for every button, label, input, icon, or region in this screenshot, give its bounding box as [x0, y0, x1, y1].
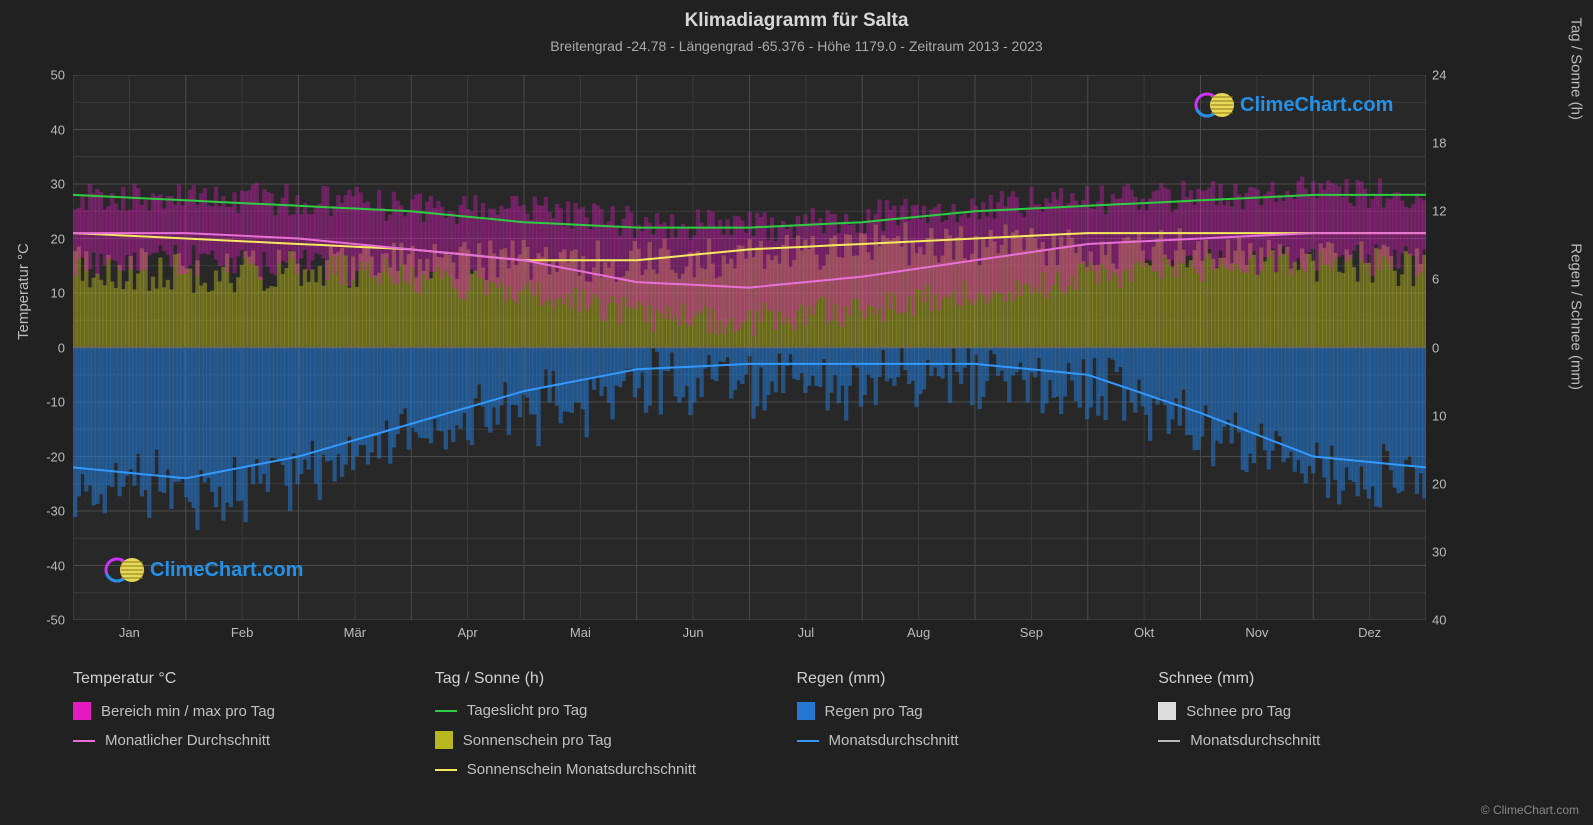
swatch-line-icon: [435, 769, 457, 771]
legend-label: Monatsdurchschnitt: [1190, 732, 1320, 749]
y-tick-right-top: 6: [1432, 272, 1439, 287]
watermark-text: ClimeChart.com: [1240, 94, 1393, 116]
y-tick-right-bot: 40: [1432, 613, 1446, 628]
legend-item: Monatlicher Durchschnitt: [73, 732, 415, 749]
y-tick-left: 0: [15, 340, 65, 355]
y-tick-right-top: 24: [1432, 68, 1446, 83]
y-tick-right-bot: 20: [1432, 476, 1446, 491]
legend-item: Bereich min / max pro Tag: [73, 702, 415, 720]
y-axis-right-top-label: Tag / Sonne (h): [1568, 17, 1585, 120]
x-tick-month: Jul: [798, 625, 815, 640]
y-tick-right-bot: 30: [1432, 544, 1446, 559]
chart-title: Klimadiagramm für Salta: [0, 0, 1593, 32]
y-tick-left: -40: [15, 558, 65, 573]
legend-item: Tageslicht pro Tag: [435, 702, 777, 719]
y-tick-left: -50: [15, 613, 65, 628]
y-tick-left: -20: [15, 449, 65, 464]
legend-column: Temperatur °C Bereich min / max pro Tag Mo…: [73, 670, 435, 790]
x-tick-month: Okt: [1134, 625, 1154, 640]
y-tick-left: -10: [15, 395, 65, 410]
legend-item: Sonnenschein pro Tag: [435, 731, 777, 749]
swatch-box-icon: [1158, 702, 1176, 720]
legend-header: Schnee (mm): [1158, 670, 1500, 688]
y-tick-right-bot: 10: [1432, 408, 1446, 423]
y-tick-right-top: 18: [1432, 136, 1446, 151]
x-tick-month: Aug: [907, 625, 930, 640]
swatch-line-icon: [73, 740, 95, 742]
plot-svg: ClimeChart.com ClimeChart.com: [73, 75, 1426, 620]
x-tick-month: Apr: [458, 625, 478, 640]
legend-column: Schnee (mm) Schnee pro Tag Monatsdurchschn…: [1158, 670, 1520, 790]
legend-item: Sonnenschein Monatsdurchschnitt: [435, 761, 777, 778]
swatch-box-icon: [797, 702, 815, 720]
y-tick-left: 50: [15, 68, 65, 83]
chart-area: ClimeChart.com ClimeChart.com: [73, 75, 1520, 645]
legend: Temperatur °C Bereich min / max pro Tag Mo…: [73, 670, 1520, 790]
y-tick-left: 30: [15, 177, 65, 192]
legend-label: Bereich min / max pro Tag: [101, 703, 275, 720]
x-tick-month: Feb: [231, 625, 253, 640]
legend-header: Tag / Sonne (h): [435, 670, 777, 688]
swatch-box-icon: [435, 731, 453, 749]
x-tick-month: Jun: [683, 625, 704, 640]
legend-item: Monatsdurchschnitt: [1158, 732, 1500, 749]
legend-header: Regen (mm): [797, 670, 1139, 688]
copyright-text: © ClimeChart.com: [1481, 803, 1579, 817]
swatch-box-icon: [73, 702, 91, 720]
legend-item: Monatsdurchschnitt: [797, 732, 1139, 749]
y-tick-left: -30: [15, 504, 65, 519]
watermark-text: ClimeChart.com: [150, 559, 303, 581]
x-tick-month: Jan: [119, 625, 140, 640]
x-tick-month: Dez: [1358, 625, 1381, 640]
legend-item: Schnee pro Tag: [1158, 702, 1500, 720]
y-tick-left: 20: [15, 231, 65, 246]
legend-label: Regen pro Tag: [825, 703, 923, 720]
legend-label: Monatsdurchschnitt: [829, 732, 959, 749]
swatch-line-icon: [797, 740, 819, 742]
x-tick-month: Nov: [1245, 625, 1268, 640]
y-axis-right-bot-label: Regen / Schnee (mm): [1568, 243, 1585, 390]
y-tick-left: 10: [15, 286, 65, 301]
y-tick-left: 40: [15, 122, 65, 137]
legend-item: Regen pro Tag: [797, 702, 1139, 720]
y-tick-right-top: 12: [1432, 204, 1446, 219]
swatch-line-icon: [435, 710, 457, 712]
legend-column: Regen (mm) Regen pro Tag Monatsdurchschnit…: [797, 670, 1159, 790]
x-tick-month: Mär: [344, 625, 366, 640]
legend-label: Sonnenschein Monatsdurchschnitt: [467, 761, 696, 778]
legend-label: Schnee pro Tag: [1186, 703, 1291, 720]
legend-label: Tageslicht pro Tag: [467, 702, 588, 719]
legend-header: Temperatur °C: [73, 670, 415, 688]
legend-label: Sonnenschein pro Tag: [463, 732, 612, 749]
swatch-line-icon: [1158, 740, 1180, 742]
legend-label: Monatlicher Durchschnitt: [105, 732, 270, 749]
chart-subtitle: Breitengrad -24.78 - Längengrad -65.376 …: [0, 32, 1593, 54]
x-tick-month: Mai: [570, 625, 591, 640]
x-tick-month: Sep: [1020, 625, 1043, 640]
legend-column: Tag / Sonne (h) Tageslicht pro Tag Sonnens…: [435, 670, 797, 790]
y-tick-right-top: 0: [1432, 340, 1439, 355]
